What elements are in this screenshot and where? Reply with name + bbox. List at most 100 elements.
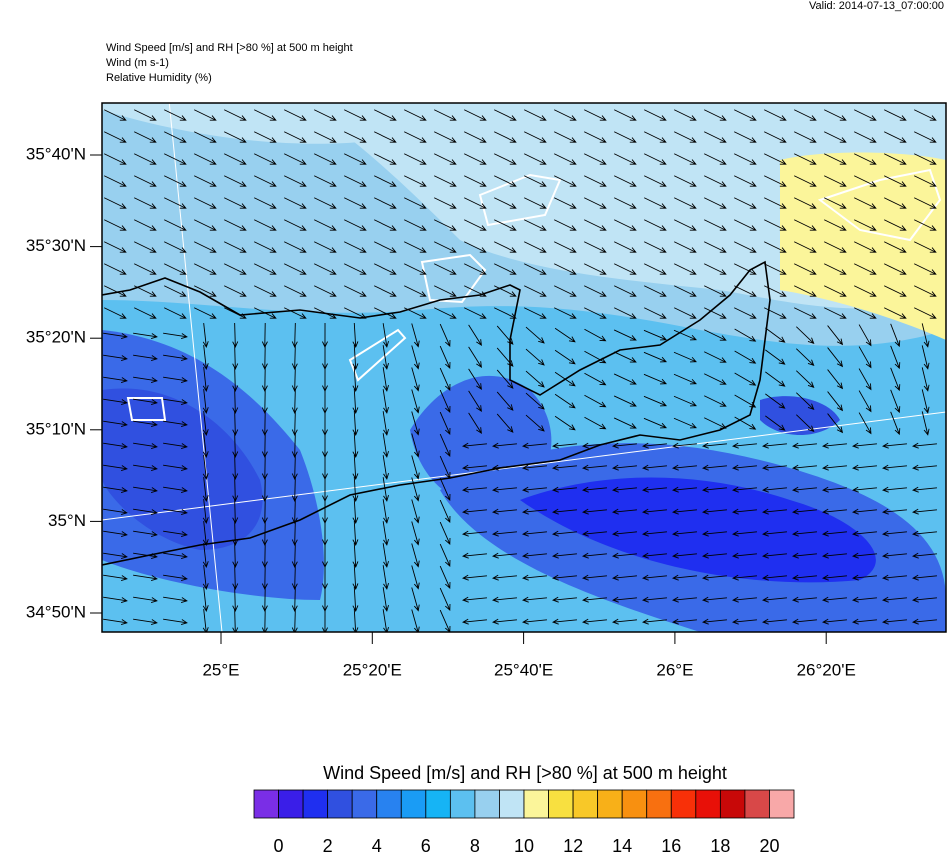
wind-arrow	[673, 197, 697, 209]
wind-arrow	[853, 263, 877, 275]
wind-arrow	[793, 307, 817, 319]
wind-arrow	[702, 618, 727, 625]
wind-arrow	[796, 326, 815, 345]
wind-arrow	[193, 131, 217, 143]
wind-arrow	[704, 329, 727, 341]
colorbar-label: 4	[372, 836, 382, 854]
wind-arrow	[522, 574, 547, 581]
wind-arrow	[433, 219, 457, 231]
wind-arrow	[343, 131, 367, 143]
wind-arrow	[883, 307, 907, 319]
wind-arrow	[403, 241, 427, 253]
wind-arrow	[858, 368, 872, 391]
wind-arrow	[133, 219, 157, 231]
wind-arrow	[921, 411, 930, 436]
wind-arrow	[493, 153, 517, 165]
wind-arrow	[492, 530, 517, 537]
wind-arrow	[853, 241, 877, 253]
wind-arrow	[493, 263, 517, 275]
wind-arrow	[912, 574, 937, 581]
wind-arrow	[882, 618, 907, 625]
wind-arrow	[133, 263, 157, 275]
wind-arrow	[382, 521, 389, 546]
wind-arrow	[411, 367, 420, 392]
wind-arrow	[613, 219, 637, 231]
wind-arrow	[732, 574, 757, 581]
wind-arrow	[853, 219, 877, 231]
wind-arrow	[163, 263, 187, 275]
wind-arrow	[103, 153, 127, 165]
wind-arrow	[163, 486, 188, 493]
wind-arrow	[133, 153, 157, 165]
wind-arrow	[582, 486, 607, 493]
wind-arrow	[193, 175, 217, 187]
wind-arrow	[827, 325, 844, 346]
colorbar-label: 6	[421, 836, 431, 854]
wind-arrow	[883, 197, 907, 209]
wind-arrow	[673, 175, 697, 187]
wind-arrow	[313, 197, 337, 209]
wind-arrow	[313, 307, 337, 319]
wind-arrow	[283, 219, 307, 231]
wind-arrow	[672, 596, 697, 603]
wind-arrow	[103, 285, 127, 297]
wind-arrow	[584, 350, 607, 364]
wind-arrow	[202, 543, 209, 568]
wind-arrow	[523, 241, 547, 253]
wind-arrow	[433, 285, 457, 297]
wind-arrow	[283, 197, 307, 209]
colorbar-swatch	[351, 789, 378, 819]
wind-arrow	[643, 329, 668, 341]
wind-arrow	[552, 530, 577, 537]
wind-arrow	[462, 618, 487, 625]
wind-arrow	[523, 175, 547, 187]
wind-arrow	[765, 327, 786, 343]
wind-arrow	[643, 153, 667, 165]
wind-arrow	[291, 498, 298, 525]
colorbar-swatch	[695, 789, 721, 819]
wind-arrow	[202, 411, 209, 436]
wind-arrow	[522, 464, 547, 471]
wind-arrow	[793, 263, 817, 275]
wind-arrow	[468, 390, 482, 413]
wind-arrow	[352, 586, 359, 613]
wind-arrow	[643, 109, 667, 121]
wind-arrow	[553, 307, 577, 319]
wind-arrow	[912, 618, 937, 625]
wind-arrow	[583, 285, 607, 297]
wind-arrow	[732, 442, 757, 449]
wind-arrow	[762, 486, 787, 493]
wind-arrow	[373, 131, 397, 143]
wind-arrow	[411, 609, 420, 632]
wind-arrow	[702, 596, 727, 603]
wind-arrow	[882, 552, 907, 559]
wind-arrow	[765, 371, 786, 387]
header-line: Wind (m s-1)	[106, 57, 169, 69]
wind-arrow	[343, 241, 367, 253]
wind-arrow	[733, 109, 757, 121]
wind-arrow	[732, 508, 757, 515]
wind-arrows	[103, 109, 937, 632]
wind-arrow	[523, 219, 547, 231]
wind-arrow	[133, 109, 157, 121]
wind-arrow	[232, 476, 239, 503]
wind-arrow	[793, 109, 817, 121]
wind-arrow	[823, 263, 847, 275]
wind-arrow	[202, 477, 209, 502]
wind-arrow	[253, 241, 277, 253]
wind-arrow	[103, 109, 127, 121]
wind-arrow	[703, 131, 727, 143]
wind-arrow	[313, 175, 337, 187]
wind-arrow	[343, 263, 367, 275]
wind-arrow	[133, 241, 157, 253]
wind-arrow	[703, 197, 727, 209]
wind-arrow	[382, 411, 389, 436]
wind-arrow	[553, 175, 577, 187]
lat-label: 34°50'N	[26, 602, 86, 621]
wind-arrow	[673, 351, 697, 363]
wind-arrow	[793, 197, 817, 209]
wind-arrow	[403, 219, 427, 231]
wind-arrow	[703, 263, 727, 275]
wind-arrow	[373, 197, 397, 209]
